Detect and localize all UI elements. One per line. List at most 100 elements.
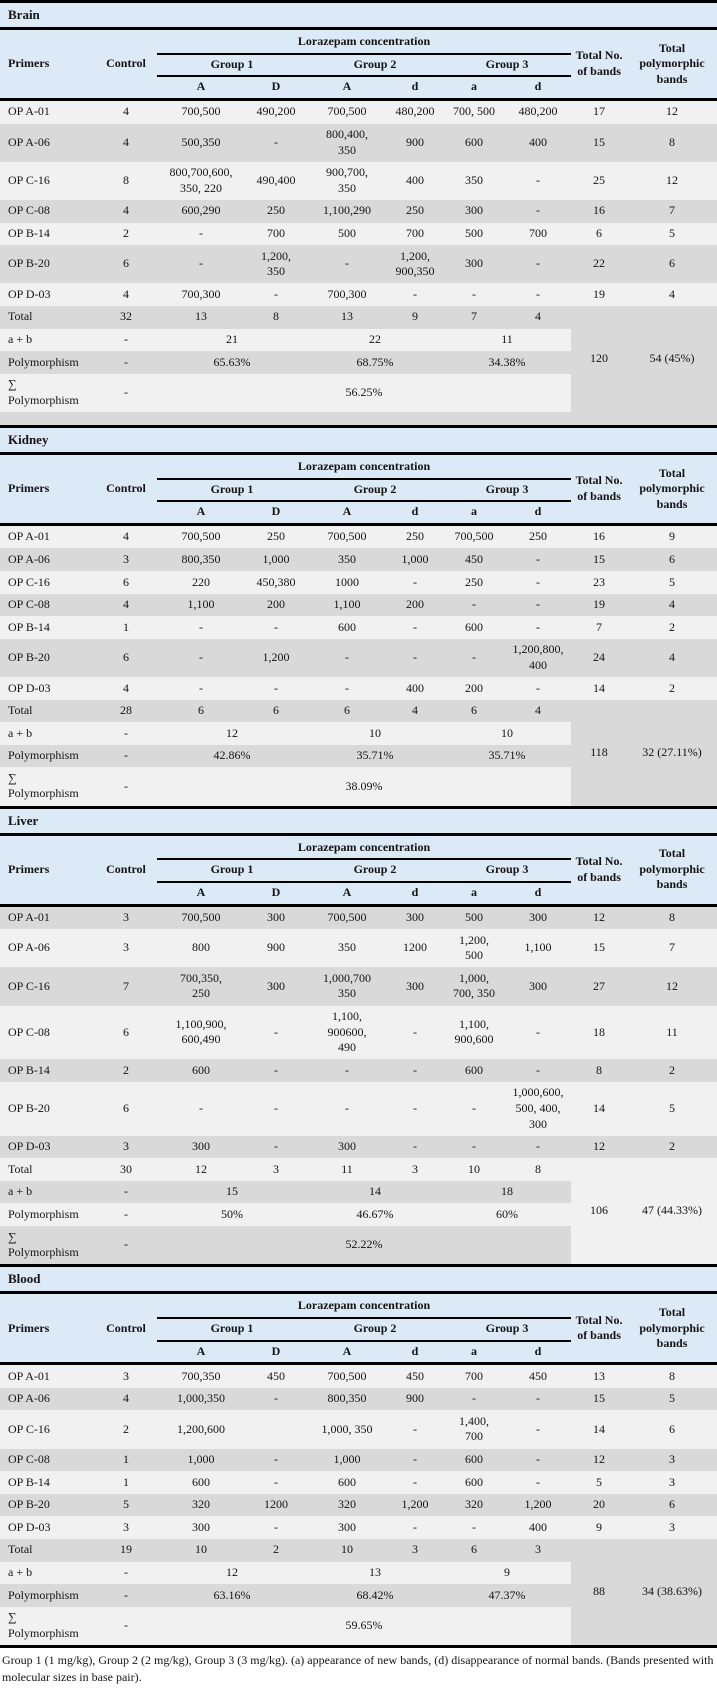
ab-control: - — [95, 328, 157, 352]
value-cell: 1,100, 900600, 490 — [307, 1005, 387, 1060]
total-value: 2 — [245, 1538, 307, 1562]
value-cell: - — [245, 1471, 307, 1494]
value-cell: 1,200 — [245, 638, 307, 677]
sigma-value: 52.22% — [157, 1226, 572, 1266]
section-title-kidney: Kidney — [0, 427, 717, 456]
col-header-sub-3: d — [387, 1340, 443, 1364]
total-value: 13 — [307, 305, 387, 329]
grand-total-bands: 118 — [571, 699, 628, 808]
value-cell: 700,500 — [443, 522, 505, 549]
total-value: 9 — [387, 305, 443, 329]
value-cell: 220 — [157, 571, 245, 594]
value-cell: 4 — [95, 199, 157, 223]
sigma-control: - — [95, 767, 157, 808]
value-cell: 300 — [245, 967, 307, 1006]
col-header-sub-5: d — [505, 76, 572, 100]
table-footnote: Group 1 (1 mg/kg), Group 2 (2 mg/kg), Gr… — [0, 1647, 717, 1695]
value-cell: 600 — [443, 1059, 505, 1082]
value-cell: 1 — [95, 616, 157, 639]
value-cell: 6 — [95, 638, 157, 677]
value-cell: 4 — [95, 97, 157, 124]
table-row: OP B-20 6- - - - -1,000,600, 500, 400, 300 14 5 — [0, 1081, 717, 1136]
ab-control: - — [95, 1561, 157, 1585]
value-cell: 1000 — [307, 571, 387, 594]
value-cell: 300 — [443, 199, 505, 223]
ab-label: a + b — [0, 1561, 95, 1585]
total-value: 4 — [387, 699, 443, 723]
value-cell: 320 — [157, 1493, 245, 1517]
value-cell: 300 — [307, 1516, 387, 1539]
value-cell: 1,000, 350 — [307, 1410, 387, 1449]
col-header-control: Control — [95, 1294, 157, 1364]
value-cell: 300 — [443, 245, 505, 284]
value-cell: 27 — [571, 967, 628, 1006]
value-cell: 300 — [245, 903, 307, 930]
value-cell: - — [245, 1448, 307, 1472]
value-cell: 2 — [627, 1059, 717, 1082]
total-value: 6 — [157, 699, 245, 723]
total-value: 6 — [443, 1538, 505, 1562]
value-cell: 12 — [571, 1135, 628, 1159]
total-value: 4 — [505, 305, 572, 329]
col-header-sub-3: d — [387, 501, 443, 525]
value-cell: 300 — [307, 1135, 387, 1159]
total-value: 8 — [245, 305, 307, 329]
col-header-sub-0: A — [157, 881, 245, 906]
value-cell: 12 — [627, 97, 717, 124]
value-cell: - — [387, 1516, 443, 1539]
ab-value: 10 — [307, 722, 443, 745]
value-cell: 400 — [505, 1516, 572, 1539]
value-cell: 800,700,600, 350, 220 — [157, 161, 245, 200]
value-cell: 3 — [627, 1471, 717, 1494]
value-cell: - — [505, 1471, 572, 1494]
value-cell: 500 — [443, 222, 505, 246]
value-cell: 4 — [95, 522, 157, 549]
value-cell: - — [245, 677, 307, 700]
table-row: OP B-14 1 600-600-600-5 3 — [0, 1471, 717, 1494]
value-cell: - — [387, 1059, 443, 1082]
table-row: OP A-06 3 800,350 1,000 350 1,000 450-15 6 — [0, 548, 717, 572]
value-cell: 2 — [95, 1410, 157, 1449]
col-header-sub-5: d — [505, 1340, 572, 1364]
col-header-sub-4: a — [443, 501, 505, 525]
value-cell: 1,200 — [387, 1493, 443, 1517]
value-cell: 3 — [95, 1135, 157, 1159]
value-cell: 15 — [571, 548, 628, 572]
primer-cell: OP D-03 — [0, 1516, 95, 1539]
value-cell: 490,200 — [245, 97, 307, 124]
total-label: Total — [0, 699, 95, 723]
primer-cell: OP B-14 — [0, 222, 95, 246]
col-header-primers: Primers — [0, 30, 95, 100]
col-header-total-bands: Total No. of bands — [571, 1294, 628, 1364]
value-cell: 450 — [387, 1362, 443, 1388]
ab-control: - — [95, 1180, 157, 1204]
value-cell: - — [157, 616, 245, 639]
value-cell: - — [387, 571, 443, 594]
value-cell: 900,700, 350 — [307, 161, 387, 200]
primer-cell: OP C-08 — [0, 593, 95, 617]
col-header-lorazepam: Lorazepam concentration — [157, 1294, 572, 1319]
col-header-group-2: Group 2 — [307, 478, 443, 503]
value-cell: 3 — [95, 903, 157, 930]
polymorphism-value: 63.16% — [157, 1584, 307, 1607]
value-cell: 1,100 — [157, 593, 245, 617]
value-cell: 6 — [627, 548, 717, 572]
value-cell: 2 — [627, 1135, 717, 1159]
value-cell: - — [443, 1516, 505, 1539]
value-cell: 3 — [627, 1516, 717, 1539]
sigma-polymorphism-row: ∑ Polymorphism -52.22% — [0, 1226, 717, 1266]
sigma-value: 59.65% — [157, 1606, 572, 1647]
col-header-group-3: Group 3 — [443, 859, 572, 883]
primer-cell: OP A-06 — [0, 548, 95, 572]
ab-value: 18 — [443, 1180, 572, 1204]
value-cell: - — [245, 1387, 307, 1411]
primer-cell: OP C-16 — [0, 1410, 95, 1449]
value-cell: 1,100, 900,600 — [443, 1005, 505, 1060]
value-cell: 9 — [627, 522, 717, 549]
spacer-cell — [0, 411, 717, 427]
col-header-sub-4: a — [443, 76, 505, 100]
ab-row: a + b -12 13 9 — [0, 1561, 717, 1585]
primer-cell: OP A-01 — [0, 97, 95, 124]
value-cell: 11 — [627, 1005, 717, 1060]
value-cell: 350 — [443, 161, 505, 200]
